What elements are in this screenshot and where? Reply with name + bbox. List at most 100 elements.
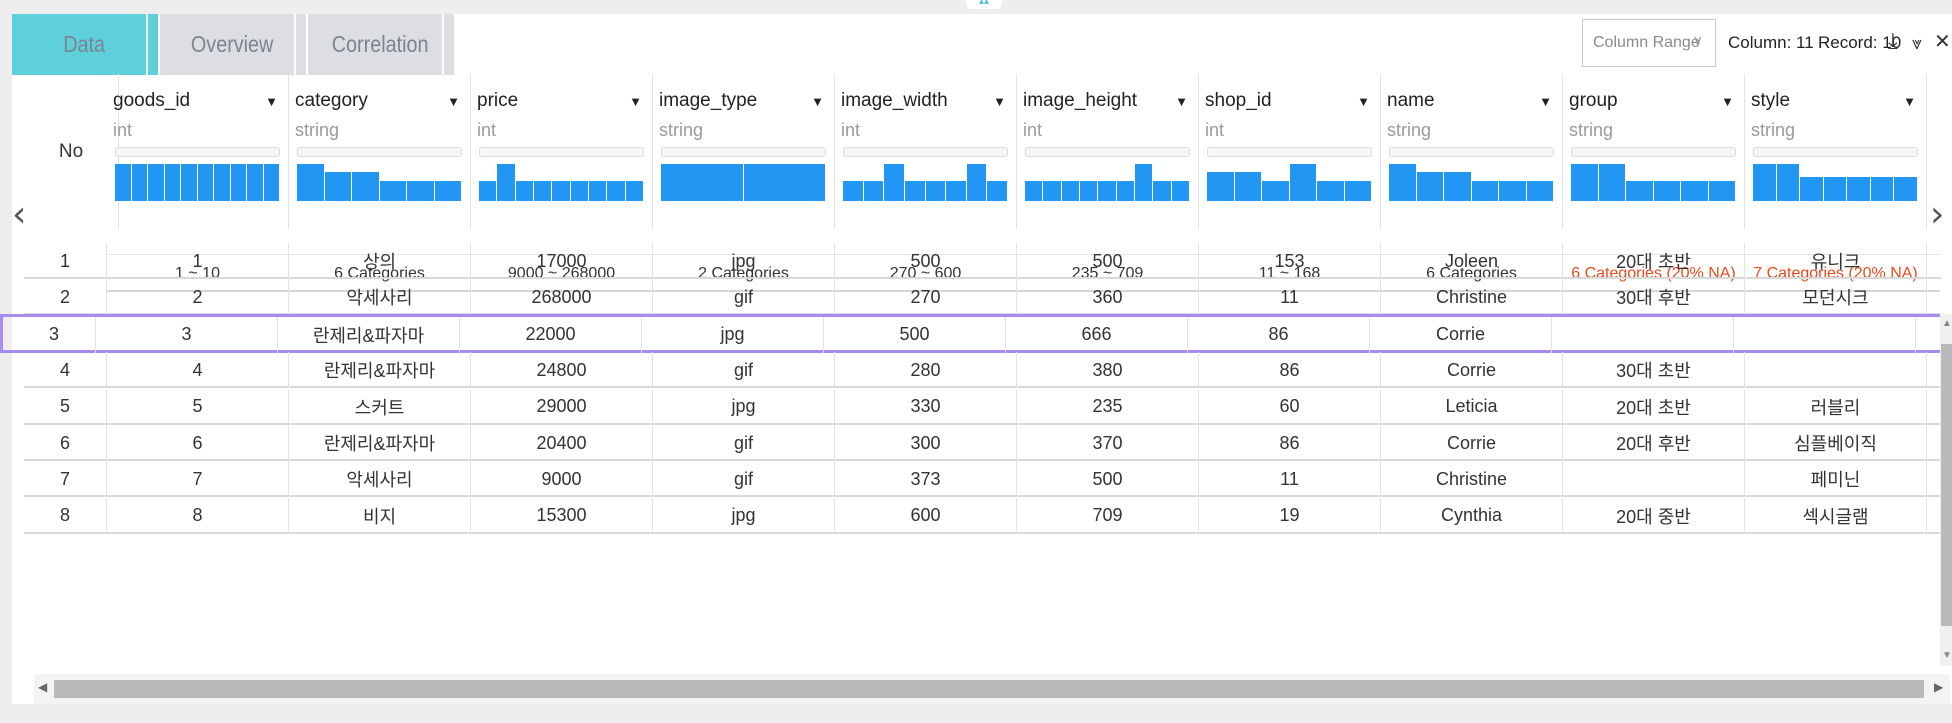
- column-range-select[interactable]: Column Range ∨: [1582, 19, 1716, 67]
- histogram-bar[interactable]: [1116, 180, 1135, 201]
- sort-dropdown-icon[interactable]: ▼: [265, 94, 278, 109]
- sort-dropdown-icon[interactable]: ▼: [993, 94, 1006, 109]
- histogram-bar[interactable]: [379, 180, 407, 201]
- histogram-bar[interactable]: [743, 164, 826, 201]
- column-header-style[interactable]: style string ▼: [1745, 74, 1927, 229]
- range-slider[interactable]: [115, 147, 280, 157]
- table-row[interactable]: 3 3 란제리&파자마 22000 jpg 500 666 86 Corrie: [0, 313, 1950, 353]
- horizontal-scroll-thumb[interactable]: [54, 680, 1924, 698]
- download-icon[interactable]: ⤓: [1888, 28, 1898, 53]
- table-row[interactable]: 6 6 란제리&파자마 20400 gif 300 370 86 Corrie 20대 후반 심플베…: [24, 425, 1941, 461]
- histogram-bar[interactable]: [247, 164, 264, 201]
- histogram-bar[interactable]: [1080, 180, 1099, 201]
- scroll-down-icon[interactable]: ▼: [1942, 650, 1952, 661]
- histogram-bar[interactable]: [324, 172, 352, 201]
- histogram-bar[interactable]: [589, 180, 608, 201]
- histogram-bar[interactable]: [115, 164, 132, 201]
- histogram-bar[interactable]: [263, 164, 280, 201]
- histogram-bar[interactable]: [863, 180, 885, 201]
- histogram-bar[interactable]: [1598, 164, 1626, 201]
- scroll-right-arrow-icon[interactable]: ›: [1930, 194, 1945, 235]
- histogram-bar[interactable]: [1800, 176, 1824, 201]
- histogram-bar[interactable]: [1571, 164, 1599, 201]
- range-slider[interactable]: [1207, 147, 1372, 157]
- histogram-bar[interactable]: [552, 180, 571, 201]
- tab-correlation[interactable]: Correlation: [308, 14, 454, 75]
- range-slider[interactable]: [297, 147, 462, 157]
- panel-collapse-handle[interactable]: ▴▴: [966, 0, 1002, 9]
- sort-dropdown-icon[interactable]: ▼: [1357, 94, 1370, 109]
- histogram-bar[interactable]: [843, 180, 864, 201]
- table-row[interactable]: 2 2 악세사리 268000 gif 270 360 11 Christine 30대 후반 모던…: [24, 279, 1941, 316]
- histogram-bar[interactable]: [966, 164, 988, 201]
- column-header-image_height[interactable]: image_height int ▼: [1017, 74, 1199, 229]
- column-header-name[interactable]: name string ▼: [1381, 74, 1563, 229]
- range-slider[interactable]: [843, 147, 1008, 157]
- table-row[interactable]: 1 1 상의 17000 jpg 500 500 153 Joleen 20대 초반 유니크: [24, 243, 1941, 279]
- histogram-bar[interactable]: [352, 172, 380, 201]
- histogram-bar[interactable]: [1626, 180, 1654, 201]
- sort-dropdown-icon[interactable]: ▼: [629, 94, 642, 109]
- range-slider[interactable]: [1571, 147, 1736, 157]
- histogram-bar[interactable]: [1753, 164, 1777, 201]
- column-header-group[interactable]: group string ▼: [1563, 74, 1745, 229]
- histogram-bar[interactable]: [1870, 176, 1895, 201]
- histogram-bar[interactable]: [1653, 180, 1681, 201]
- histogram-bar[interactable]: [1153, 180, 1172, 201]
- histogram-bar[interactable]: [497, 164, 516, 201]
- sort-dropdown-icon[interactable]: ▼: [1539, 94, 1552, 109]
- histogram-bar[interactable]: [625, 180, 644, 201]
- sort-dropdown-icon[interactable]: ▼: [811, 94, 824, 109]
- sort-dropdown-icon[interactable]: ▼: [1721, 94, 1734, 109]
- histogram-bar[interactable]: [1389, 164, 1417, 201]
- histogram-bar[interactable]: [1025, 180, 1044, 201]
- histogram-bar[interactable]: [1098, 180, 1117, 201]
- histogram-bar[interactable]: [925, 180, 947, 201]
- range-slider[interactable]: [479, 147, 644, 157]
- histogram-bar[interactable]: [1894, 176, 1918, 201]
- column-header-category[interactable]: category string ▼: [289, 74, 471, 229]
- histogram-bar[interactable]: [1135, 164, 1154, 201]
- range-slider[interactable]: [1025, 147, 1190, 157]
- histogram-bar[interactable]: [1471, 180, 1499, 201]
- histogram-bar[interactable]: [607, 180, 626, 201]
- histogram-bar[interactable]: [1823, 176, 1848, 201]
- histogram-bar[interactable]: [1234, 172, 1262, 201]
- sort-dropdown-icon[interactable]: ▼: [1175, 94, 1188, 109]
- histogram-bar[interactable]: [1499, 180, 1527, 201]
- histogram-bar[interactable]: [1444, 172, 1472, 201]
- scroll-left-arrow-icon[interactable]: ‹: [12, 194, 27, 235]
- histogram-bar[interactable]: [570, 180, 589, 201]
- histogram-bar[interactable]: [884, 164, 905, 201]
- histogram-bar[interactable]: [407, 180, 435, 201]
- histogram-bar[interactable]: [1207, 172, 1235, 201]
- close-icon[interactable]: ✕: [1934, 31, 1951, 53]
- histogram-bar[interactable]: [534, 180, 553, 201]
- column-header-shop_id[interactable]: shop_id int ▼: [1199, 74, 1381, 229]
- vertical-scrollbar[interactable]: ▲ ▼: [1940, 314, 1952, 666]
- histogram-bar[interactable]: [297, 164, 325, 201]
- histogram-bar[interactable]: [148, 164, 165, 201]
- vertical-scroll-thumb[interactable]: [1941, 344, 1952, 626]
- histogram-bar[interactable]: [1061, 180, 1080, 201]
- tab-overview[interactable]: Overview: [160, 14, 306, 75]
- histogram-bar[interactable]: [661, 164, 744, 201]
- column-header-image_type[interactable]: image_type string ▼: [653, 74, 835, 229]
- histogram-bar[interactable]: [946, 180, 967, 201]
- column-header-price[interactable]: price int ▼: [471, 74, 653, 229]
- histogram-bar[interactable]: [1317, 180, 1345, 201]
- column-header-goods_id[interactable]: goods_id int ▼: [107, 74, 289, 229]
- histogram-bar[interactable]: [230, 164, 247, 201]
- histogram-bar[interactable]: [904, 180, 926, 201]
- histogram-bar[interactable]: [987, 180, 1008, 201]
- histogram-bar[interactable]: [197, 164, 214, 201]
- column-header-image_width[interactable]: image_width int ▼: [835, 74, 1017, 229]
- table-row[interactable]: 7 7 악세사리 9000 gif 373 500 11 Christine 페미닌: [24, 461, 1941, 498]
- histogram-bar[interactable]: [214, 164, 231, 201]
- histogram-bar[interactable]: [1708, 180, 1736, 201]
- table-row[interactable]: 4 4 란제리&파자마 24800 gif 280 380 86 Corrie 30대 초반: [24, 352, 1941, 389]
- scroll-right-icon[interactable]: ▶: [1934, 680, 1944, 694]
- histogram-bar[interactable]: [1043, 180, 1062, 201]
- horizontal-scrollbar[interactable]: ◀ ▶: [34, 674, 1950, 704]
- histogram-bar[interactable]: [1289, 164, 1317, 201]
